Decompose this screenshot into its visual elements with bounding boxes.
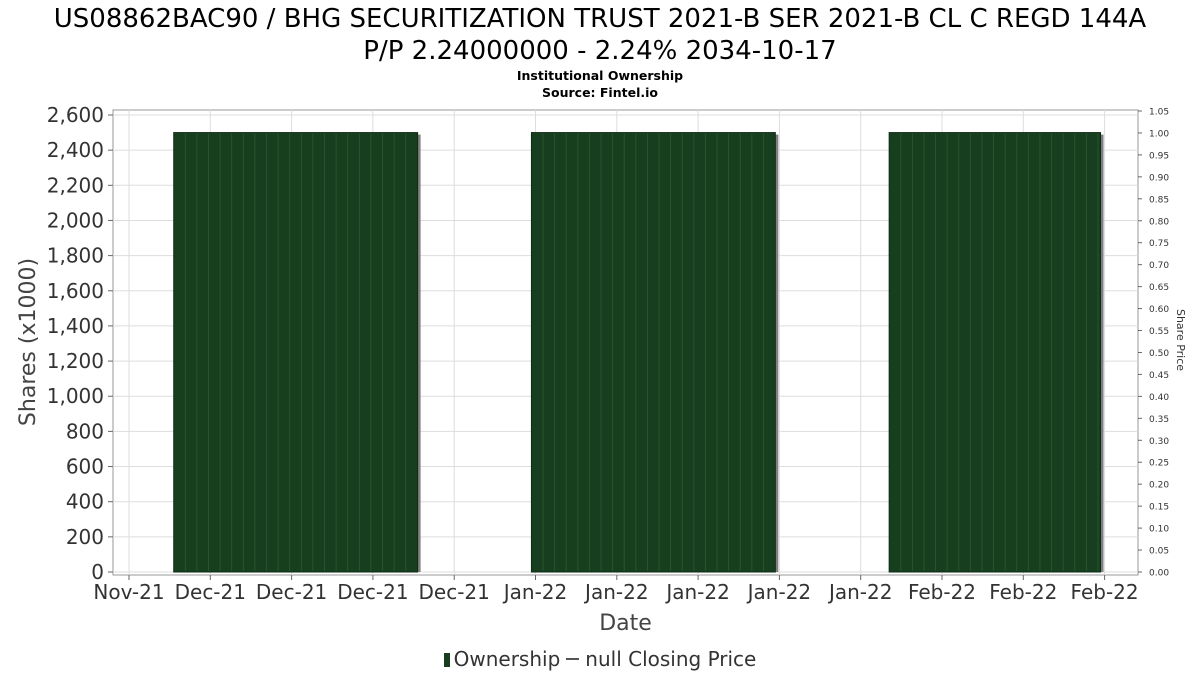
x-tick-label: Jan-22 bbox=[664, 580, 730, 604]
chart-title-line1: US08862BAC90 / BHG SECURITIZATION TRUST … bbox=[53, 4, 1147, 34]
chart-subtitle: Institutional Ownership bbox=[516, 68, 684, 83]
y2-tick-label: 1.00 bbox=[1149, 129, 1169, 139]
y2-tick-label: 0.05 bbox=[1149, 547, 1169, 557]
y-tick-label: 2,600 bbox=[47, 103, 104, 127]
y2-tick-label: 0.50 bbox=[1149, 349, 1169, 359]
x-axis-title: Date bbox=[599, 611, 652, 636]
x-tick-label: Feb-22 bbox=[989, 580, 1057, 604]
y2-tick-label: 0.25 bbox=[1149, 459, 1169, 469]
chart-source: Source: Fintel.io bbox=[542, 85, 658, 100]
ownership-legend-swatch bbox=[443, 653, 450, 667]
x-tick-label: Dec-21 bbox=[175, 580, 246, 604]
x-tick-label: Dec-21 bbox=[337, 580, 408, 604]
y2-tick-label: 0.40 bbox=[1149, 393, 1169, 403]
y-tick-label: 2,200 bbox=[47, 173, 104, 197]
x-tick-label: Nov-21 bbox=[93, 580, 164, 604]
y2-tick-label: 0.35 bbox=[1149, 415, 1169, 425]
y2-tick-label: 0.85 bbox=[1149, 195, 1169, 205]
y-tick-label: 1,400 bbox=[47, 314, 104, 338]
chart-title-line2: P/P 2.24000000 - 2.24% 2034-10-17 bbox=[363, 36, 837, 66]
y2-tick-label: 0.30 bbox=[1149, 437, 1169, 447]
x-tick-label: Dec-21 bbox=[419, 580, 490, 604]
y2-tick-label: 1.05 bbox=[1149, 108, 1169, 118]
y-tick-label: 1,800 bbox=[47, 244, 104, 268]
y2-tick-label: 0.00 bbox=[1149, 569, 1169, 579]
ownership-legend-label[interactable]: Ownership bbox=[453, 647, 561, 671]
y2-tick-label: 0.95 bbox=[1149, 151, 1169, 161]
y2-tick-label: 0.65 bbox=[1149, 283, 1169, 293]
ownership-bar[interactable] bbox=[173, 132, 419, 573]
y-tick-label: 2,400 bbox=[47, 138, 104, 162]
y2-tick-label: 0.70 bbox=[1149, 261, 1169, 271]
y-tick-label: 600 bbox=[66, 455, 104, 479]
y2-tick-label: 0.15 bbox=[1149, 503, 1169, 513]
y2-axis-title: Share Price bbox=[1174, 309, 1187, 371]
y-tick-label: 1,000 bbox=[47, 384, 104, 408]
y2-tick-label: 0.60 bbox=[1149, 305, 1169, 315]
x-tick-label: Jan-22 bbox=[583, 580, 649, 604]
y2-tick-label: 0.10 bbox=[1149, 525, 1169, 535]
y-tick-label: 2,000 bbox=[47, 208, 104, 232]
ownership-bar[interactable] bbox=[888, 132, 1102, 573]
y2-tick-label: 0.45 bbox=[1149, 371, 1169, 381]
x-tick-label: Feb-22 bbox=[908, 580, 976, 604]
chart-legend: Ownership null Closing Price bbox=[0, 647, 1200, 671]
y-tick-label: 200 bbox=[66, 525, 104, 549]
x-tick-label: Jan-22 bbox=[502, 580, 568, 604]
x-tick-label: Jan-22 bbox=[746, 580, 812, 604]
x-tick-label: Dec-21 bbox=[256, 580, 327, 604]
y-tick-label: 400 bbox=[66, 490, 104, 514]
y-tick-label: 800 bbox=[66, 419, 104, 443]
y2-tick-label: 0.55 bbox=[1149, 327, 1169, 337]
y2-tick-label: 0.75 bbox=[1149, 239, 1169, 249]
x-tick-label: Jan-22 bbox=[827, 580, 893, 604]
y2-tick-label: 0.90 bbox=[1149, 173, 1169, 183]
x-tick-label: Feb-22 bbox=[1071, 580, 1139, 604]
y-tick-label: 1,600 bbox=[47, 279, 104, 303]
y2-tick-label: 0.80 bbox=[1149, 217, 1169, 227]
price-legend-label[interactable]: null Closing Price bbox=[585, 647, 757, 671]
price-legend-line bbox=[566, 658, 580, 660]
y-axis-title: Shares (x1000) bbox=[16, 258, 41, 426]
y-tick-label: 0 bbox=[91, 560, 104, 584]
ownership-bar[interactable] bbox=[530, 132, 776, 573]
y2-tick-label: 0.20 bbox=[1149, 481, 1169, 491]
y-tick-label: 1,200 bbox=[47, 349, 104, 373]
